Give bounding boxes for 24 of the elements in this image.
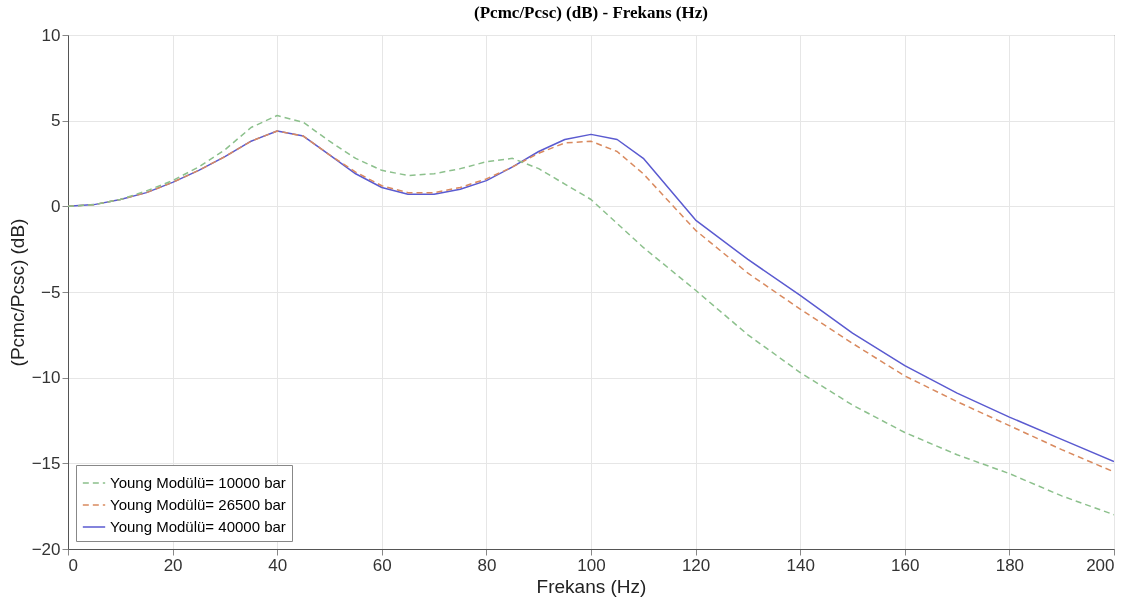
y-tick-label: −5 [41, 282, 61, 302]
legend-label: Young Modülü= 40000 bar [110, 518, 286, 535]
x-tick-label: 40 [268, 555, 288, 575]
chart-title: (Pcmc/Pcsc) (dB) - Frekans (Hz) [474, 3, 708, 22]
legend-label: Young Modülü= 26500 bar [110, 496, 286, 513]
x-tick-label: 20 [163, 555, 183, 575]
y-tick-label: 5 [51, 111, 61, 131]
y-tick-label: −15 [31, 453, 61, 473]
y-tick-label: −20 [31, 539, 61, 559]
x-tick-label: 200 [1086, 555, 1115, 575]
x-axis-title: Frekans (Hz) [536, 575, 647, 597]
x-tick-label: 120 [681, 555, 711, 575]
x-tick-label: 140 [786, 555, 815, 575]
y-tick-label: 0 [51, 196, 61, 216]
x-tick-label: 180 [995, 555, 1025, 575]
x-tick-label: 100 [577, 555, 606, 575]
y-tick-label: −10 [31, 368, 61, 388]
y-tick-label: 10 [41, 25, 61, 45]
x-tick-label: 60 [372, 555, 392, 575]
x-tick-label: 80 [477, 555, 497, 575]
x-tick-label: 0 [68, 555, 78, 575]
x-tick-label: 160 [891, 555, 920, 575]
legend-label: Young Modülü= 10000 bar [110, 474, 286, 491]
y-axis-title: (Pcmc/Pcsc) (dB) [6, 218, 28, 367]
